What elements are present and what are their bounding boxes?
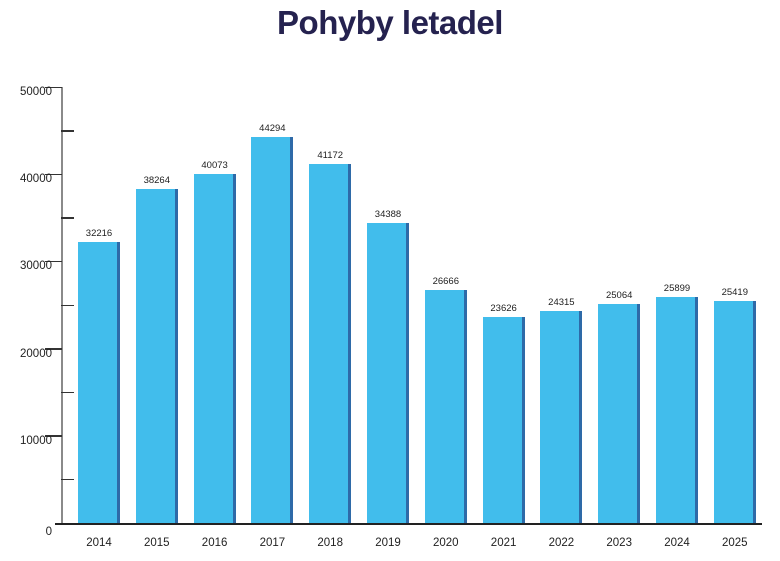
bar-value-label: 44294	[259, 122, 286, 134]
bar-2015	[135, 189, 178, 523]
bar-value-label: 25064	[605, 290, 633, 302]
x-tick-label: 2016	[201, 537, 228, 549]
y-tick-label: 50000	[20, 86, 52, 98]
y-tick-label: 40000	[20, 173, 52, 186]
x-tick-label: 2023	[606, 537, 632, 549]
y-tick-minor	[61, 478, 74, 481]
bar-2023	[598, 304, 641, 523]
y-tick-major	[45, 260, 62, 263]
x-tick-label: 2022	[548, 537, 575, 549]
bar-2022	[540, 310, 583, 523]
bar-2025	[713, 301, 756, 523]
x-tick-label: 2014	[86, 537, 112, 549]
bar-2021	[482, 316, 525, 523]
y-tick-major	[45, 86, 62, 88]
y-tick-label: 30000	[20, 260, 52, 273]
y-tick-label: 20000	[20, 347, 52, 360]
x-tick-label: 2024	[664, 537, 690, 549]
bar-value-label: 25419	[721, 287, 748, 299]
y-tick-major	[45, 435, 62, 437]
bar-2018	[309, 163, 352, 523]
y-tick-label: 10000	[20, 434, 52, 447]
bar-value-label: 38264	[143, 175, 170, 187]
x-tick-label: 2019	[375, 537, 401, 549]
bar-2017	[251, 136, 294, 523]
y-tick-major	[45, 348, 62, 350]
bar-2020	[424, 290, 467, 523]
x-tick-label: 2018	[317, 537, 343, 549]
bar-2014	[78, 242, 120, 523]
y-tick-minor	[61, 130, 74, 132]
x-tick-label: 2015	[144, 537, 170, 549]
y-tick-major	[45, 173, 62, 176]
bar-2016	[193, 173, 236, 523]
bar-value-label: 34388	[374, 209, 402, 221]
chart-title: Pohyby letadel	[277, 4, 503, 41]
x-axis-line	[55, 523, 762, 525]
bar-value-label: 25899	[663, 283, 691, 295]
bar-value-label: 24315	[548, 296, 575, 308]
bar-value-label: 23626	[490, 302, 517, 314]
bar-value-label: 26666	[432, 276, 459, 288]
y-tick-minor	[61, 304, 74, 306]
y-tick-label: 0	[45, 526, 52, 538]
x-tick-label: 2021	[490, 537, 517, 549]
bar-value-label: 41172	[317, 149, 344, 161]
y-tick-minor	[61, 391, 74, 394]
y-tick-minor	[61, 217, 74, 219]
x-tick-label: 2025	[722, 537, 748, 549]
bar-value-label: 40073	[201, 159, 228, 171]
x-tick-label: 2020	[433, 537, 459, 549]
bar-value-label: 32216	[85, 228, 113, 240]
x-tick-label: 2017	[259, 537, 286, 549]
bar-2024	[656, 297, 698, 523]
bar-2019	[367, 223, 409, 523]
